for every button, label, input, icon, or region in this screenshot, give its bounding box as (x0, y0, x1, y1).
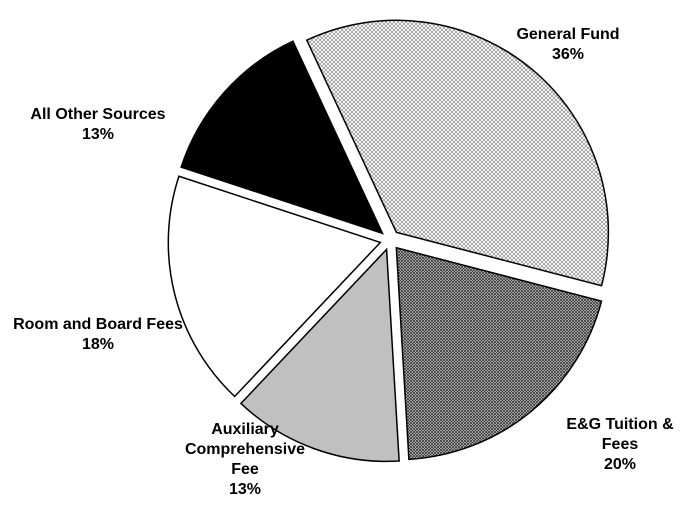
value-label: 13% (81, 126, 115, 143)
slice-label: E&G Tuition & Fees 20% (550, 415, 690, 475)
slice-label: Room and Board Fees 18% (11, 315, 186, 355)
value-label: 20% (603, 456, 637, 473)
category-label: E&G Tuition & Fees (566, 416, 674, 453)
slice-label: General Fund 36% (458, 25, 678, 65)
slice-label: All Other Sources 13% (0, 105, 208, 145)
category-label: Room and Board Fees (13, 316, 183, 333)
category-label: All Other Sources (30, 106, 166, 123)
category-label: General Fund (516, 26, 620, 43)
pie-slice (167, 175, 382, 398)
pie-slice (305, 19, 610, 287)
pie-slice (239, 247, 400, 463)
value-label: 18% (81, 336, 115, 353)
pie-slice (180, 40, 384, 235)
value-label: 36% (551, 46, 585, 63)
slice-label: Auxiliary Comprehensive Fee 13% (180, 420, 310, 500)
pie-slice (395, 246, 603, 461)
category-label: Auxiliary Comprehensive Fee (184, 421, 306, 478)
value-label: 13% (228, 481, 262, 498)
